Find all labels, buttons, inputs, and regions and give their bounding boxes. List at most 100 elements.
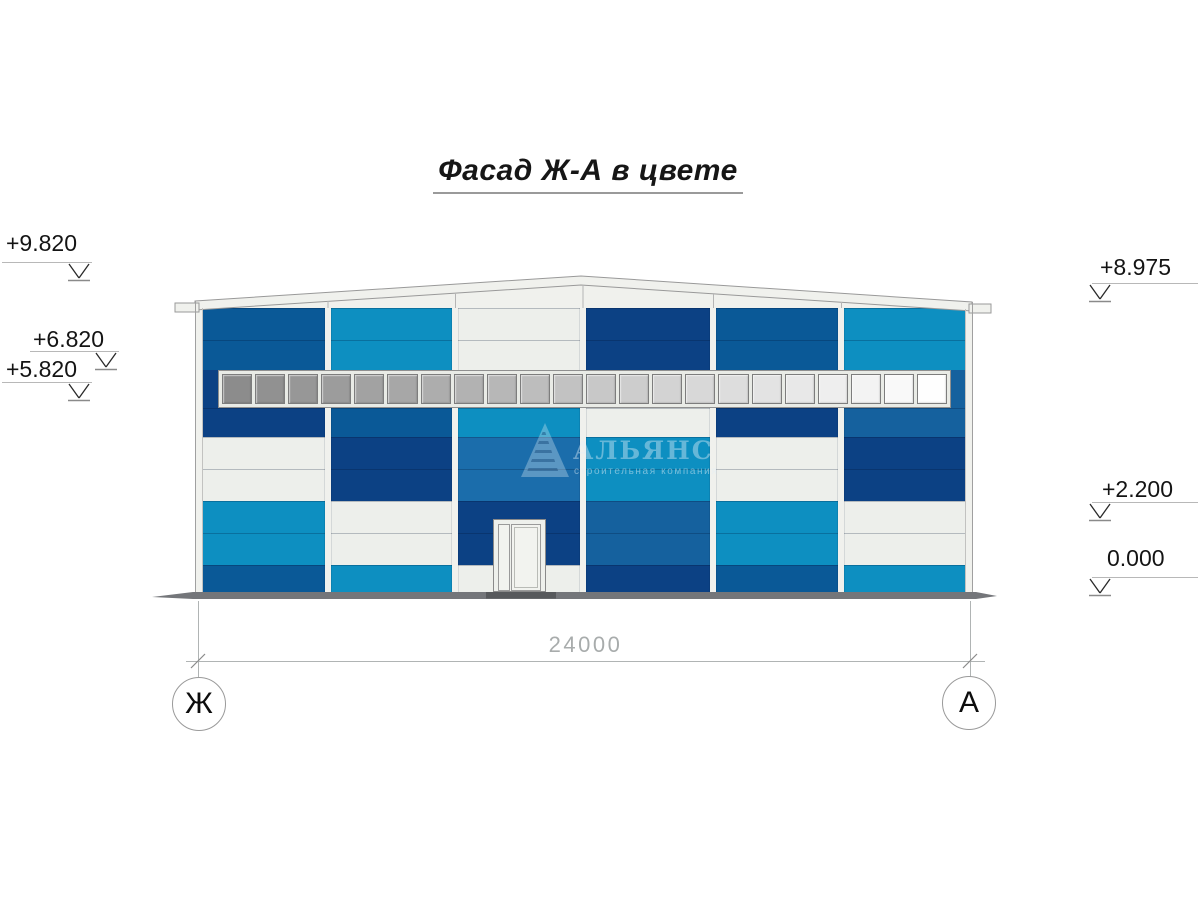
facade-panel-bay2-rowC [331,408,452,437]
window-backing-panel [951,370,966,408]
facade-panel-bay5-rowH [716,565,838,592]
elevation-marker-arrow-icon [93,352,119,372]
window-pane [784,374,815,404]
facade-panel-bay5-rowF [716,501,838,533]
facade-panel-bay2-rowG [331,533,452,565]
facade-panel-bay1-rowD [202,437,325,469]
elevation-marker-label: +2.200 [1102,476,1173,502]
entrance-door [493,519,546,592]
window-pane [552,374,584,404]
door-leaf-narrow [498,524,510,591]
facade-panel-bay4-rowA [586,308,710,340]
facade-panel-bay4-rowD [586,437,710,469]
facade-panel-bay5-rowB [716,340,838,370]
elevation-marker-arrow-icon [1087,284,1113,304]
window-pane [288,374,319,404]
door-threshold [486,592,556,599]
facade-panel-bay2-rowE [331,469,452,501]
dimension-tick-right [962,653,978,669]
elevation-marker-label: +8.975 [1100,254,1171,280]
facade-panel-bay6-rowC [844,408,966,437]
window-pane [685,374,716,404]
elevation-marker-leader [2,382,92,383]
elevation-marker-label: 0.000 [1107,545,1165,571]
facade-panel-bay3-rowC [458,408,580,437]
ground-line [152,592,997,599]
facade-panel-bay3-rowD [458,437,580,469]
facade-panel-bay2-rowH [331,565,452,592]
door-leaf-wide [511,524,541,591]
elevation-marker-leader [1092,577,1198,578]
dimension-label: 24000 [548,632,623,657]
facade-panel-bay1-rowB [202,340,325,370]
watermark-company-name: АЛЬЯНС [573,436,714,465]
facade-panel-bay6-rowG [844,533,966,565]
facade-panel-bay1-rowC [202,408,325,437]
window-pane [916,374,948,404]
window-pane [486,374,517,404]
facade-panel-bay2-rowA [331,308,452,340]
axis-bubble-zh: Ж [172,677,226,731]
dimension-tick-left [190,653,206,669]
axis-bubble-a: А [942,676,996,730]
elevation-marker-leader [1092,283,1198,284]
window-pane [883,374,914,404]
page-title: Фасад Ж-А в цвете [433,154,743,194]
facade-panel-bay6-rowD [844,437,966,469]
facade-panel-bay6-rowB [844,340,966,370]
door-leaf-panel [514,527,538,588]
facade-panel-bay2-rowD [331,437,452,469]
elevation-marker-arrow-icon [66,383,92,403]
facade-panel-bay3-rowA [458,308,580,340]
elevation-marker-leader [30,351,119,352]
window-pane [255,374,286,404]
facade-panel-bay1-rowA [202,308,325,340]
facade-panel-bay1-rowG [202,533,325,565]
elevation-marker-arrow-icon [66,263,92,283]
window-backing-panel [202,370,218,408]
window-pane [586,374,617,404]
facade-panel-bay5-rowE [716,469,838,501]
elevation-marker-label: +9.820 [6,230,77,256]
elevation-marker-arrow-icon [1087,503,1113,523]
window-pane [321,374,352,404]
window-pane [387,374,418,404]
facade-panel-bay5-rowC [716,408,838,437]
facade-panel-bay5-rowG [716,533,838,565]
window-pane [619,374,650,404]
window-pane [652,374,683,404]
window-pane [718,374,749,404]
facade-panel-bay4-rowH [586,565,710,592]
elevation-marker-arrow-icon [1087,578,1113,598]
facade-panel-bay4-rowF [586,501,710,533]
window-pane [453,374,484,404]
elevation-marker-label: +5.820 [6,356,77,382]
facade-panel-bay5-rowD [716,437,838,469]
facade-panel-bay4-rowE [586,469,710,501]
facade-panel-bay6-rowH [844,565,966,592]
elevation-marker-leader [1092,502,1198,503]
window-band [218,370,951,408]
window-pane [751,374,782,404]
elevation-marker-leader [2,262,92,263]
facade-panel-bay6-rowA [844,308,966,340]
facade-panel-bay1-rowE [202,469,325,501]
window-pane [850,374,881,404]
facade-panel-bay4-rowC [586,408,710,437]
facade-panel-bay4-rowB [586,340,710,370]
facade-panel-bay3-rowE [458,469,580,501]
elevation-marker-label: +6.820 [33,326,104,352]
facade-panel-bay4-rowG [586,533,710,565]
window-pane [817,374,848,404]
facade-panel-bay1-rowH [202,565,325,592]
facade-panel-bay6-rowE [844,469,966,501]
window-pane [420,374,451,404]
facade-panel-bay6-rowF [844,501,966,533]
facade-panel-bay5-rowA [716,308,838,340]
window-panes [222,374,948,404]
window-pane [519,374,550,404]
facade-panel-bay2-rowB [331,340,452,370]
facade-panel-bay3-rowB [458,340,580,370]
window-pane [222,374,253,404]
